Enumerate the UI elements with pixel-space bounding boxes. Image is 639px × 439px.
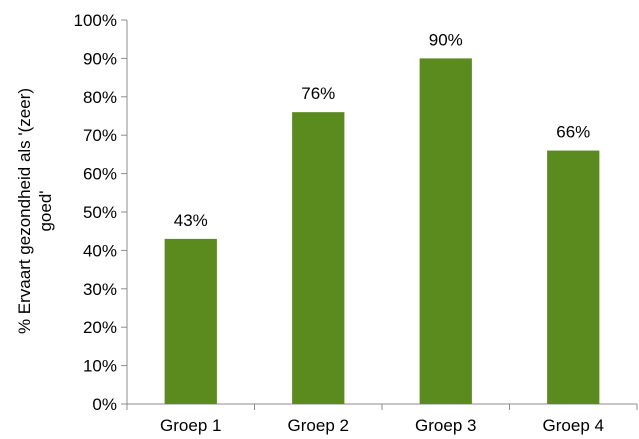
- y-tick-label: 40%: [83, 241, 117, 260]
- x-tick-label: Groep 4: [543, 416, 604, 435]
- x-tick-label: Groep 2: [288, 416, 349, 435]
- y-axis-title-line-2: goed': [36, 190, 55, 231]
- y-tick-label: 70%: [83, 126, 117, 145]
- bar: [419, 58, 472, 405]
- bars-group: [164, 58, 600, 405]
- y-tick-label: 20%: [83, 318, 117, 337]
- y-tick-label: 60%: [83, 165, 117, 184]
- bar: [292, 112, 345, 404]
- data-labels-group: 43% 76% 90% 66%: [174, 30, 591, 229]
- y-tick-label: 10%: [83, 357, 117, 376]
- y-tick-label: 80%: [83, 88, 117, 107]
- y-axis-title-line-1: % Ervaart gezondheid als '(zeer): [15, 88, 34, 334]
- data-label: 66%: [556, 123, 590, 142]
- y-tick-label: 30%: [83, 280, 117, 299]
- y-tick-label: 50%: [83, 203, 117, 222]
- x-axis: Groep 1 Groep 2 Groep 3 Groep 4: [126, 403, 638, 435]
- bar: [164, 238, 217, 404]
- data-label: 90%: [429, 30, 463, 49]
- y-axis-title: % Ervaart gezondheid als '(zeer) goed': [15, 88, 55, 334]
- y-axis: 0% 10% 20% 30% 40% 50% 60% 70% 80% 90% 100%: [74, 11, 128, 414]
- y-tick-label: 100%: [74, 11, 117, 30]
- x-tick-label: Groep 1: [160, 416, 221, 435]
- x-tick-label: Groep 3: [415, 416, 476, 435]
- data-label: 76%: [301, 84, 335, 103]
- bar: [547, 150, 600, 404]
- data-label: 43%: [174, 211, 208, 230]
- y-tick-label: 0%: [92, 395, 117, 414]
- y-tick-label: 90%: [83, 49, 117, 68]
